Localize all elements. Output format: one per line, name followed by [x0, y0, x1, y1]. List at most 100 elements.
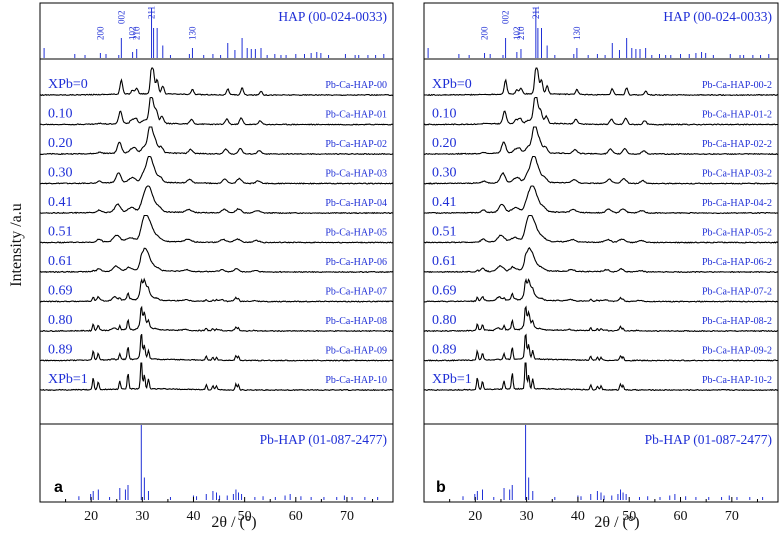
xrd-trace	[423, 333, 779, 362]
xrd-trace	[39, 185, 394, 215]
x-tick-label: 20	[468, 509, 482, 524]
hkl-label: 002	[501, 11, 511, 25]
x-tick-label: 60	[289, 509, 303, 524]
hkl-label: 200	[95, 26, 105, 40]
hap-reference-label: HAP (00-024-0033)	[278, 9, 387, 24]
sample-name-label: Pb-Ca-HAP-06	[325, 257, 387, 268]
sample-name-label: Pb-Ca-HAP-03-2	[702, 169, 772, 180]
hkl-label: 210	[132, 26, 142, 40]
xpb-label: 0.89	[432, 343, 457, 358]
xrd-trace	[39, 214, 394, 244]
sample-name-label: Pb-Ca-HAP-10-2	[702, 375, 772, 386]
xpb-label: 0.69	[432, 284, 457, 299]
xrd-trace	[423, 214, 779, 244]
xrd-trace	[39, 96, 394, 126]
hkl-label: 211	[147, 6, 157, 19]
xpb-label: 0.69	[48, 284, 73, 299]
panel-letter: b	[436, 479, 446, 496]
sample-name-label: Pb-Ca-HAP-05-2	[702, 228, 772, 239]
xpb-label: 0.61	[48, 254, 73, 269]
xrd-trace	[39, 362, 394, 392]
hkl-label: 102	[128, 27, 138, 41]
x-tick-label: 40	[571, 509, 585, 524]
xpb-label: 0.80	[48, 313, 73, 328]
plot-frame	[423, 2, 779, 503]
x-tick-label: 50	[238, 509, 252, 524]
x-axis-label-b: 2θ / (°)	[594, 514, 639, 531]
x-tick-label: 50	[622, 509, 636, 524]
sample-name-label: Pb-Ca-HAP-08	[325, 316, 387, 327]
xrd-trace	[39, 247, 394, 274]
pbhap-reference-label: Pb-HAP (01-087-2477)	[260, 432, 387, 447]
xrd-trace	[423, 362, 779, 392]
sample-name-label: Pb-Ca-HAP-02-2	[702, 139, 772, 150]
xpb-label: 0.61	[432, 254, 457, 269]
x-tick-label: 40	[186, 509, 200, 524]
hkl-label: 130	[572, 26, 582, 40]
xpb-label: XPb=1	[48, 372, 88, 387]
x-axis-label-a: 2θ / (°)	[211, 514, 256, 531]
xpb-label: XPb=0	[48, 77, 88, 92]
xrd-trace	[39, 155, 394, 185]
x-tick-label: 30	[135, 509, 149, 524]
xpb-label: 0.89	[48, 343, 73, 358]
xpb-label: 0.10	[48, 107, 73, 122]
sample-name-label: Pb-Ca-HAP-00	[325, 80, 387, 91]
sample-name-label: Pb-Ca-HAP-00-2	[702, 80, 772, 91]
xrd-trace	[423, 185, 779, 215]
xrd-trace	[423, 96, 779, 126]
xpb-label: 0.20	[432, 136, 457, 151]
xrd-trace	[423, 305, 779, 333]
xpb-label: 0.80	[432, 313, 457, 328]
sample-name-label: Pb-Ca-HAP-04-2	[702, 198, 772, 209]
sample-name-label: Pb-Ca-HAP-09-2	[702, 346, 772, 357]
xpb-label: XPb=1	[432, 372, 472, 387]
sample-name-label: Pb-Ca-HAP-08-2	[702, 316, 772, 327]
x-tick-label: 70	[725, 509, 739, 524]
sample-name-label: Pb-Ca-HAP-02	[325, 139, 387, 150]
xrd-trace	[39, 333, 394, 362]
xrd-trace	[423, 67, 779, 97]
xrd-trace	[39, 126, 394, 156]
hkl-label: 130	[187, 26, 197, 40]
plot-frame	[39, 2, 394, 503]
xrd-trace	[39, 277, 394, 303]
x-tick-label: 70	[340, 509, 354, 524]
xrd-trace	[39, 67, 394, 97]
hkl-label: 102	[512, 27, 522, 41]
pbhap-reference-label: Pb-HAP (01-087-2477)	[645, 432, 772, 447]
hkl-label: 211	[531, 6, 541, 19]
xpb-label: XPb=0	[432, 77, 472, 92]
sample-name-label: Pb-Ca-HAP-04	[325, 198, 387, 209]
xpb-label: 0.51	[432, 225, 457, 240]
xrd-trace	[423, 155, 778, 185]
xpb-label: 0.30	[48, 166, 73, 181]
xpb-label: 0.20	[48, 136, 73, 151]
x-tick-label: 20	[84, 509, 98, 524]
sample-name-label: Pb-Ca-HAP-01	[325, 110, 387, 121]
xpb-label: 0.41	[48, 195, 73, 210]
xpb-label: 0.41	[432, 195, 457, 210]
xrd-trace	[39, 305, 394, 333]
sample-name-label: Pb-Ca-HAP-10	[325, 375, 387, 386]
sample-name-label: Pb-Ca-HAP-03	[325, 169, 387, 180]
x-tick-label: 30	[520, 509, 534, 524]
hap-reference-label: HAP (00-024-0033)	[663, 9, 772, 24]
xrd-trace	[423, 277, 779, 303]
hkl-label: 002	[116, 11, 126, 25]
xrd-trace	[423, 246, 779, 274]
xpb-label: 0.51	[48, 225, 73, 240]
hkl-label: 200	[480, 26, 490, 40]
sample-name-label: Pb-Ca-HAP-05	[325, 228, 387, 239]
xpb-label: 0.30	[432, 166, 457, 181]
xrd-trace	[423, 126, 779, 156]
hkl-label: 210	[516, 26, 526, 40]
y-axis-label: Intensity /a.u	[8, 203, 25, 287]
sample-name-label: Pb-Ca-HAP-01-2	[702, 110, 772, 121]
sample-name-label: Pb-Ca-HAP-07-2	[702, 287, 772, 298]
panel-letter: a	[54, 479, 63, 496]
xpb-label: 0.10	[432, 107, 457, 122]
sample-name-label: Pb-Ca-HAP-07	[325, 287, 387, 298]
